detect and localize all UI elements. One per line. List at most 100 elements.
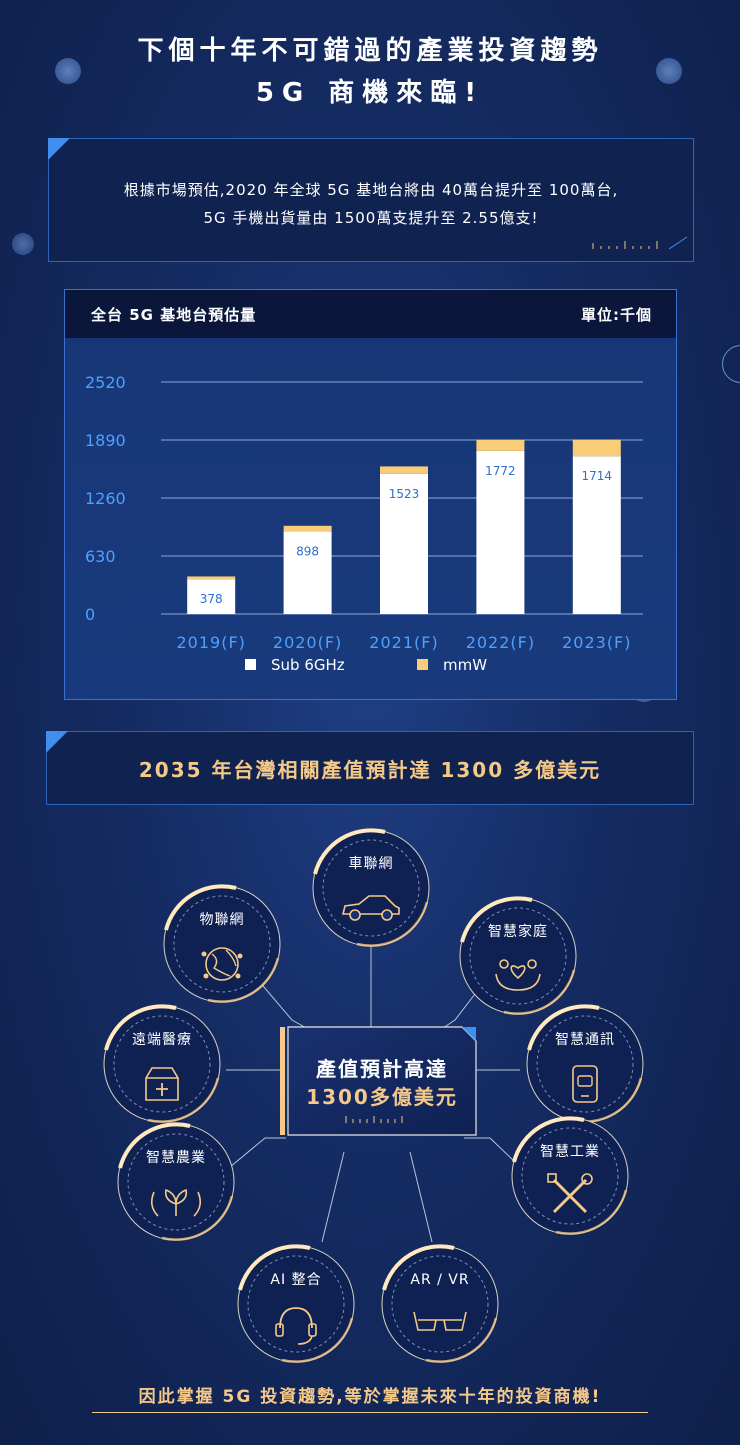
bar-mmw [283,525,332,532]
globe-network-icon [201,947,243,981]
node-arc [356,901,429,947]
node-dash-ring [536,1015,634,1113]
y-tick-label: 1260 [85,489,126,508]
node-arc [527,1004,600,1051]
node-label: 車聯網 [349,855,394,872]
bar-value-label: 1772 [485,464,516,478]
node-dash-ring [127,1133,225,1231]
node-label: 智慧農業 [146,1150,206,1166]
node-label: 智慧通訊 [555,1032,615,1048]
decor-glow [12,233,34,255]
y-tick-label: 2520 [85,373,126,392]
node-car: 車聯網 [312,828,430,947]
bar-mmw [476,439,525,451]
y-tick-label: 0 [85,605,95,624]
corner-accent [46,731,68,753]
bar-sub6ghz [187,579,236,614]
node-label: AR / VR [410,1272,469,1288]
node-arc [503,969,576,1015]
node-label: 物聯網 [200,912,245,928]
tools-icon [547,1173,593,1214]
node-arc [164,884,237,931]
bar-value-label: 378 [200,592,223,606]
node-glasses: AR / VR [381,1244,499,1363]
node-dash-ring [521,1127,619,1225]
node-arc [118,1122,191,1169]
x-tick-label: 2019(F) [176,633,245,652]
tick-decoration [592,237,688,250]
bar-sub6ghz [283,531,332,614]
bar-sub6ghz [476,450,525,614]
node-sprout: 智慧農業 [117,1122,235,1241]
bar-sub6ghz [572,456,621,614]
decor-glow [55,58,81,84]
chart-title: 全台 5G 基地台預估量 [91,306,257,324]
node-dash-ring [469,907,567,1005]
node-arc [281,1317,354,1363]
node-globe-network: 物聯網 [163,884,281,1003]
y-tick-label: 630 [85,547,116,566]
phone-chat-icon [572,1065,598,1103]
node-dash-ring [173,895,271,993]
node-label: 智慧家庭 [488,923,548,940]
node-dash-ring [247,1255,345,1353]
banner-text: 2035 年台灣相關產值預計達 1300 多億美元 [138,758,602,782]
hub-line-1: 產值預計高達 [316,1057,448,1081]
bar-mmw [187,576,236,580]
glasses-icon [413,1311,467,1331]
intro-line-1: 根據市場預估,2020 年全球 5G 基地台將由 40萬台提升至 100萬台, [123,181,619,199]
chart-panel: 全台 5G 基地台預估量 單位:千個 0 630 1260 1890 2520 378 20… [64,289,677,700]
node-phone-chat: 智慧通訊 [526,1004,644,1123]
bar-sub6ghz [380,473,428,614]
node-label: AI 整合 [270,1272,321,1288]
legend-label: mmW [443,656,487,674]
corner-accent [48,138,70,160]
node-arc [104,1004,177,1051]
sprout-icon [150,1188,202,1217]
node-arc [238,1244,311,1291]
node-medical-box: 遠端醫療 [103,1004,221,1123]
hub-line-2: 1300多億美元 [306,1085,458,1109]
x-tick-label: 2023(F) [562,633,631,652]
node-arc [555,1189,628,1235]
intro-line-2: 5G 手機出貨量由 1500萬支提升至 2.55億支! [203,209,539,227]
node-arc [147,1077,220,1123]
bar-value-label: 898 [296,544,319,558]
bar-mmw [572,439,621,457]
x-tick-label: 2020(F) [273,633,342,652]
legend-swatch [417,659,428,670]
legend-label: Sub 6GHz [271,656,345,674]
node-tools: 智慧工業 [511,1116,629,1235]
hub-box: 產值預計高達 1300多億美元 [280,1026,477,1136]
car-icon [341,895,400,921]
page-subtitle: 5G 商機來臨! [255,78,485,108]
bar-chart: 0 630 1260 1890 2520 378 2019(F) 898 2020(F) 1523… [85,373,643,674]
node-headset: AI 整合 [237,1244,355,1363]
connector-lines [223,940,520,1243]
node-family-heart: 智慧家庭 [459,896,577,1015]
node-arc [382,1244,455,1291]
node-label: 智慧工業 [540,1144,600,1160]
decor-glow [656,58,682,84]
node-label: 遠端醫療 [132,1031,192,1048]
bar-value-label: 1714 [582,469,613,483]
node-arc [512,1116,585,1163]
bar-value-label: 1523 [389,487,420,501]
headset-icon [275,1307,317,1345]
x-tick-label: 2021(F) [369,633,438,652]
footer-text: 因此掌握 5G 投資趨勢,等於掌握未來十年的投資商機! [138,1387,602,1407]
chart-header: 全台 5G 基地台預估量 單位:千個 [65,290,676,338]
node-dash-ring [113,1015,211,1113]
y-tick-label: 1890 [85,431,126,450]
decor-ring [722,345,740,383]
node-dash-ring [322,839,420,937]
chart-unit: 單位:千個 [581,306,652,324]
x-tick-label: 2022(F) [466,633,535,652]
legend-swatch [245,659,256,670]
page-title: 下個十年不可錯過的產業投資趨勢 [137,36,603,66]
medical-box-icon [145,1067,179,1101]
intro-box: 根據市場預估,2020 年全球 5G 基地台將由 40萬台提升至 100萬台, … [48,138,694,262]
node-dash-ring [391,1255,489,1353]
